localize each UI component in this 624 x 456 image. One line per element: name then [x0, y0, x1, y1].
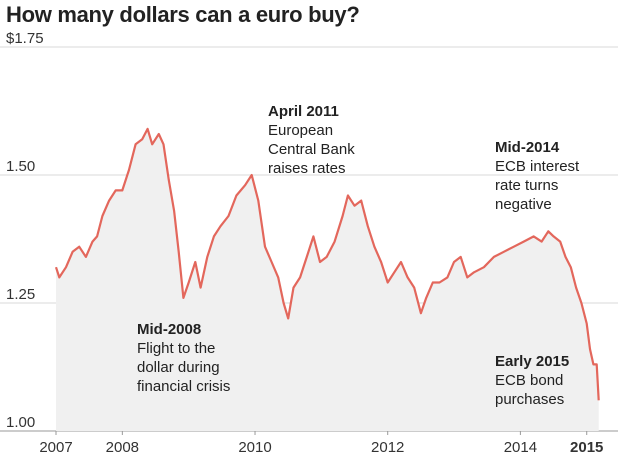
annotation-text: rate turns — [495, 177, 558, 194]
area-fill — [56, 128, 599, 431]
x-tick-label: 2008 — [106, 439, 139, 456]
annotation-text: ECB bond — [495, 372, 563, 389]
annotation-text: ECB interest — [495, 158, 580, 175]
annotation-text: Central Bank — [268, 141, 355, 158]
annotation-text: negative — [495, 196, 552, 213]
annotation: April 2011 European Central Bank raises rat… — [268, 103, 355, 177]
annotation-text: dollar during — [137, 359, 220, 376]
annotation: Mid-2014 ECB interest rate turns negative — [495, 139, 580, 213]
annotation-heading: April 2011 — [268, 103, 339, 120]
annotation-heading: Early 2015 — [495, 353, 569, 370]
y-tick-label: 1.00 — [6, 414, 35, 431]
annotation-heading: Mid-2014 — [495, 139, 560, 156]
x-tick-label: 2014 — [504, 439, 537, 456]
x-tick-label: 2015 — [570, 439, 603, 456]
annotation-text: raises rates — [268, 160, 346, 177]
x-tick-label: 2010 — [238, 439, 271, 456]
annotation-text: financial crisis — [137, 378, 230, 395]
y-tick-label: $1.75 — [6, 30, 44, 47]
annotation-text: Flight to the — [137, 340, 215, 357]
annotation-text: European — [268, 122, 333, 139]
x-tick-label: 2007 — [39, 439, 72, 456]
chart-title: How many dollars can a euro buy? — [6, 2, 360, 27]
annotation-heading: Mid-2008 — [137, 321, 201, 338]
y-tick-label: 1.50 — [6, 158, 35, 175]
annotation: Mid-2008 Flight to the dollar during financ… — [137, 321, 230, 395]
annotation: Early 2015 ECB bond purchases — [495, 353, 569, 408]
x-tick-label: 2012 — [371, 439, 404, 456]
y-tick-label: 1.25 — [6, 286, 35, 303]
series-line — [54, 127, 600, 401]
annotation-text: purchases — [495, 391, 564, 408]
